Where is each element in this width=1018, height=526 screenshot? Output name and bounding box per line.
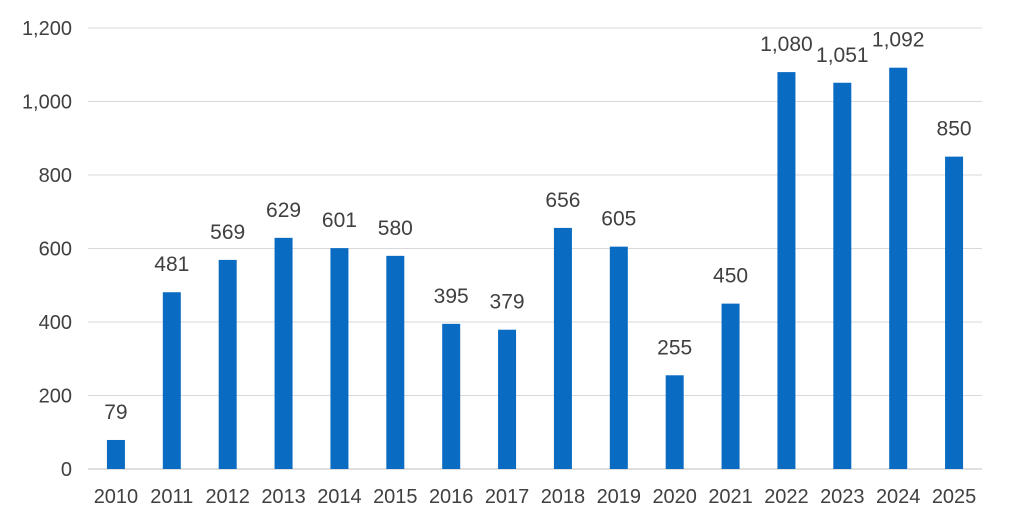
bar — [162, 292, 181, 469]
x-tick-label: 2017 — [485, 486, 530, 508]
data-label: 255 — [657, 336, 692, 359]
data-label: 379 — [490, 291, 525, 314]
gridlines — [88, 27, 982, 470]
data-label: 79 — [104, 401, 127, 424]
x-tick-label: 2015 — [373, 486, 418, 508]
x-tick-label: 2024 — [876, 486, 921, 508]
bar — [106, 439, 125, 469]
x-axis-ticks: 2010 2011 2012 2013 2014 2015 2016 2017 2018 2019… — [94, 486, 977, 508]
bar — [609, 246, 628, 469]
bar — [218, 259, 237, 469]
x-tick-label: 2019 — [597, 486, 642, 508]
bar — [330, 248, 349, 469]
y-tick-label: 800 — [39, 165, 72, 187]
y-tick-label: 0 — [61, 459, 72, 481]
data-label: 450 — [713, 265, 748, 288]
bar — [721, 303, 740, 469]
x-tick-label: 2010 — [94, 486, 139, 508]
data-labels: 79 481 569 629 601 580 395 379 656 605 255 450 1,080… — [104, 29, 971, 424]
bar — [442, 323, 461, 469]
data-label: 1,092 — [872, 29, 925, 52]
data-label: 656 — [545, 189, 580, 212]
y-tick-label: 400 — [39, 312, 72, 334]
data-label: 850 — [937, 118, 972, 141]
bars — [106, 67, 964, 469]
x-tick-label: 2022 — [764, 486, 809, 508]
x-tick-label: 2023 — [820, 486, 865, 508]
x-tick-label: 2020 — [652, 486, 697, 508]
y-tick-label: 1,000 — [22, 92, 72, 114]
bar — [274, 237, 293, 469]
bar — [833, 82, 852, 469]
y-axis-ticks: 0 200 400 600 800 1,000 1,200 — [22, 18, 72, 481]
x-tick-label: 2025 — [932, 486, 977, 508]
data-label: 1,080 — [760, 33, 813, 56]
data-label: 580 — [378, 217, 413, 240]
bar — [777, 72, 796, 469]
bar — [945, 156, 964, 469]
data-label: 629 — [266, 199, 301, 222]
data-label: 605 — [601, 208, 636, 231]
bar — [386, 255, 405, 469]
x-tick-label: 2016 — [429, 486, 474, 508]
bar — [889, 67, 908, 469]
x-tick-label: 2018 — [541, 486, 586, 508]
data-label: 1,051 — [816, 44, 869, 67]
y-tick-label: 200 — [39, 386, 72, 408]
data-label: 601 — [322, 209, 357, 232]
y-tick-label: 600 — [39, 239, 72, 261]
x-tick-label: 2011 — [150, 486, 193, 508]
x-tick-label: 2013 — [261, 486, 306, 508]
data-label: 395 — [434, 285, 469, 308]
bar — [665, 375, 684, 469]
bar — [553, 227, 572, 469]
x-tick-label: 2021 — [708, 486, 753, 508]
bar — [498, 329, 517, 469]
data-label: 569 — [210, 221, 245, 244]
data-label: 481 — [154, 253, 189, 276]
x-tick-label: 2012 — [205, 486, 250, 508]
y-tick-label: 1,200 — [22, 18, 72, 40]
x-tick-label: 2014 — [317, 486, 362, 508]
